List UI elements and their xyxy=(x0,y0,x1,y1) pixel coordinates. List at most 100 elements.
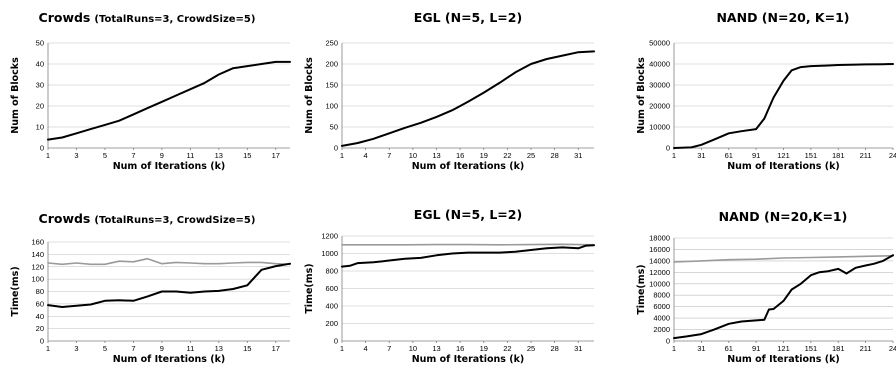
x-tick-label: 7 xyxy=(131,344,135,353)
x-tick-label: 10 xyxy=(409,151,417,160)
x-tick-label: 1 xyxy=(46,151,50,160)
y-tick-label: 100 xyxy=(31,275,44,284)
chart-title: Crowds (TotalRuns=3, CrowdSize=5) xyxy=(39,10,256,25)
x-axis-label: Num of Iterations (k) xyxy=(113,161,226,172)
x-axis-label: Num of Iterations (k) xyxy=(727,161,840,172)
y-axis-label: Time(ms) xyxy=(10,266,21,316)
chart-title-main: Crowds xyxy=(39,211,91,226)
x-tick-label: 17 xyxy=(272,151,280,160)
x-tick-label: 16 xyxy=(456,344,464,353)
y-tick-label: 6000 xyxy=(653,302,670,311)
y-tick-label: 250 xyxy=(325,39,338,48)
x-tick-label: 1 xyxy=(46,344,50,353)
x-tick-label: 4 xyxy=(364,344,368,353)
y-tick-label: 120 xyxy=(31,262,44,271)
y-tick-label: 150 xyxy=(325,81,338,90)
x-tick-label: 11 xyxy=(186,344,194,353)
x-tick-label: 28 xyxy=(550,151,558,160)
x-axis-label: Num of Iterations (k) xyxy=(727,354,840,365)
x-tick-label: 1 xyxy=(340,151,344,160)
chart-5: EGL (N=5, L=2) 0 200 400 600 800 1000 1200 1 4 7 10… xyxy=(304,207,595,365)
x-tick-label: 17 xyxy=(272,344,280,353)
chart-2: EGL (N=5, L=2) 0 50 100 150 200 250 1 4 7 10 13 16 19… xyxy=(304,10,595,172)
x-tick-label: 31 xyxy=(574,344,582,353)
x-tick-label: 19 xyxy=(480,344,488,353)
x-tick-label: 22 xyxy=(503,151,511,160)
chart-title: EGL (N=5, L=2) xyxy=(414,207,522,222)
x-tick-label: 11 xyxy=(186,151,194,160)
x-tick-label: 31 xyxy=(697,151,705,160)
y-tick-label: 60 xyxy=(36,299,44,308)
x-tick-label: 3 xyxy=(74,344,78,353)
y-tick-label: 1000 xyxy=(321,249,338,258)
x-tick-label: 22 xyxy=(503,344,511,353)
series-line-2 xyxy=(341,244,595,268)
x-tick-label: 181 xyxy=(832,151,845,160)
chart-title: Crowds (TotalRuns=3, CrowdSize=5) xyxy=(39,211,256,226)
x-tick-label: 5 xyxy=(103,344,107,353)
y-tick-label: 50 xyxy=(36,39,44,48)
x-tick-label: 181 xyxy=(832,344,845,353)
y-tick-label: 16000 xyxy=(649,245,670,254)
y-tick-label: 0 xyxy=(40,337,44,346)
x-tick-label: 211 xyxy=(860,344,872,353)
chart-title: EGL (N=5, L=2) xyxy=(414,10,522,25)
x-tick-label: 7 xyxy=(387,151,391,160)
y-tick-label: 400 xyxy=(325,302,338,311)
y-tick-label: 160 xyxy=(31,238,44,247)
x-tick-label: 151 xyxy=(805,344,818,353)
x-tick-label: 211 xyxy=(860,151,872,160)
x-tick-label: 7 xyxy=(387,344,391,353)
y-tick-label: 50 xyxy=(330,123,338,132)
x-tick-label: 15 xyxy=(243,344,251,353)
x-tick-label: 1 xyxy=(340,344,344,353)
x-tick-label: 4 xyxy=(364,151,368,160)
y-axis-label: Num of Blocks xyxy=(636,57,647,134)
x-tick-label: 1 xyxy=(672,151,676,160)
x-tick-label: 28 xyxy=(550,344,558,353)
x-tick-label: 19 xyxy=(480,151,488,160)
y-tick-label: 600 xyxy=(325,284,338,293)
x-tick-label: 7 xyxy=(131,151,135,160)
x-tick-label: 5 xyxy=(103,151,107,160)
x-tick-label: 13 xyxy=(432,151,440,160)
series-line-1 xyxy=(673,254,894,263)
series-line-2 xyxy=(47,262,291,308)
y-tick-label: 30000 xyxy=(649,81,670,90)
chart-title-main: EGL (N=5, L=2) xyxy=(414,207,522,222)
y-tick-label: 100 xyxy=(325,102,338,111)
x-tick-label: 31 xyxy=(697,344,705,353)
y-tick-label: 200 xyxy=(325,319,338,328)
chart-title-main: Crowds xyxy=(39,10,91,25)
y-tick-label: 50000 xyxy=(649,39,670,48)
y-tick-label: 20000 xyxy=(649,102,670,111)
y-tick-label: 12000 xyxy=(649,268,670,277)
y-tick-label: 40 xyxy=(36,312,44,321)
series-line-2 xyxy=(673,254,894,340)
chart-subtitle: (TotalRuns=3, CrowdSize=5) xyxy=(94,215,255,226)
x-axis-label: Num of Iterations (k) xyxy=(412,161,525,172)
x-tick-label: 25 xyxy=(527,344,535,353)
x-tick-label: 13 xyxy=(215,344,223,353)
series-line-1 xyxy=(47,257,291,266)
x-tick-label: 16 xyxy=(456,151,464,160)
y-axis-label: Time(ms) xyxy=(304,263,315,313)
x-tick-label: 24 xyxy=(889,344,896,353)
series-line-1 xyxy=(341,50,595,147)
chart-title: NAND (N=20, K=1) xyxy=(716,10,849,25)
x-tick-label: 61 xyxy=(725,344,733,353)
y-tick-label: 140 xyxy=(31,250,44,259)
y-tick-label: 10 xyxy=(36,123,44,132)
y-tick-label: 0 xyxy=(334,337,338,346)
x-tick-label: 151 xyxy=(805,151,818,160)
x-tick-label: 15 xyxy=(243,151,251,160)
x-tick-label: 10 xyxy=(409,344,417,353)
y-axis-label: Num of Blocks xyxy=(304,57,315,134)
chart-title-main: NAND (N=20, K=1) xyxy=(716,10,849,25)
x-tick-label: 31 xyxy=(574,151,582,160)
y-tick-label: 0 xyxy=(666,144,670,153)
y-tick-label: 0 xyxy=(334,144,338,153)
y-tick-label: 4000 xyxy=(653,314,670,323)
y-tick-label: 40000 xyxy=(649,60,670,69)
